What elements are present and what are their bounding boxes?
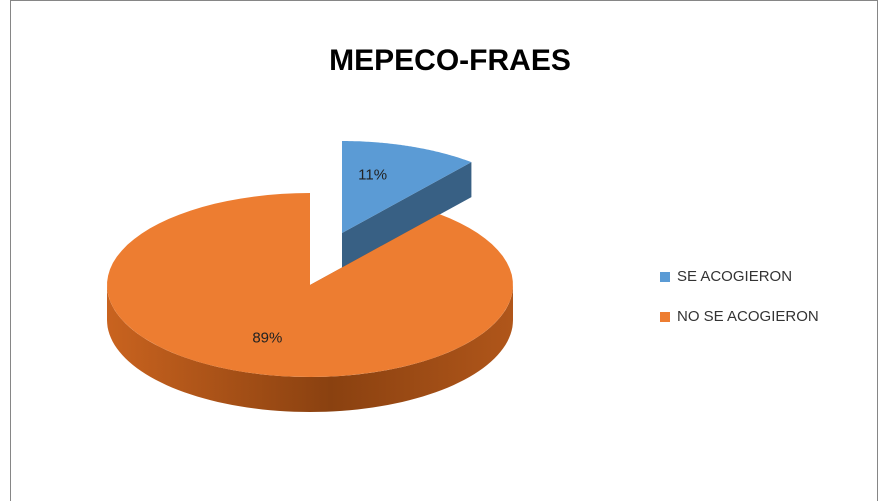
legend-label: SE ACOGIERON: [677, 268, 792, 285]
legend-label: NO SE ACOGIERON: [677, 308, 819, 325]
pie-slice-face: [342, 162, 472, 268]
pie-slice-side: [107, 285, 513, 412]
pie-slice: [107, 193, 513, 377]
data-label: 89%: [252, 330, 282, 347]
legend-swatch: [660, 272, 670, 282]
legend-swatch: [660, 312, 670, 322]
data-label: 11%: [358, 166, 387, 183]
chart-title: MEPECO-FRAES: [329, 44, 571, 77]
pie-slice: [342, 141, 472, 233]
